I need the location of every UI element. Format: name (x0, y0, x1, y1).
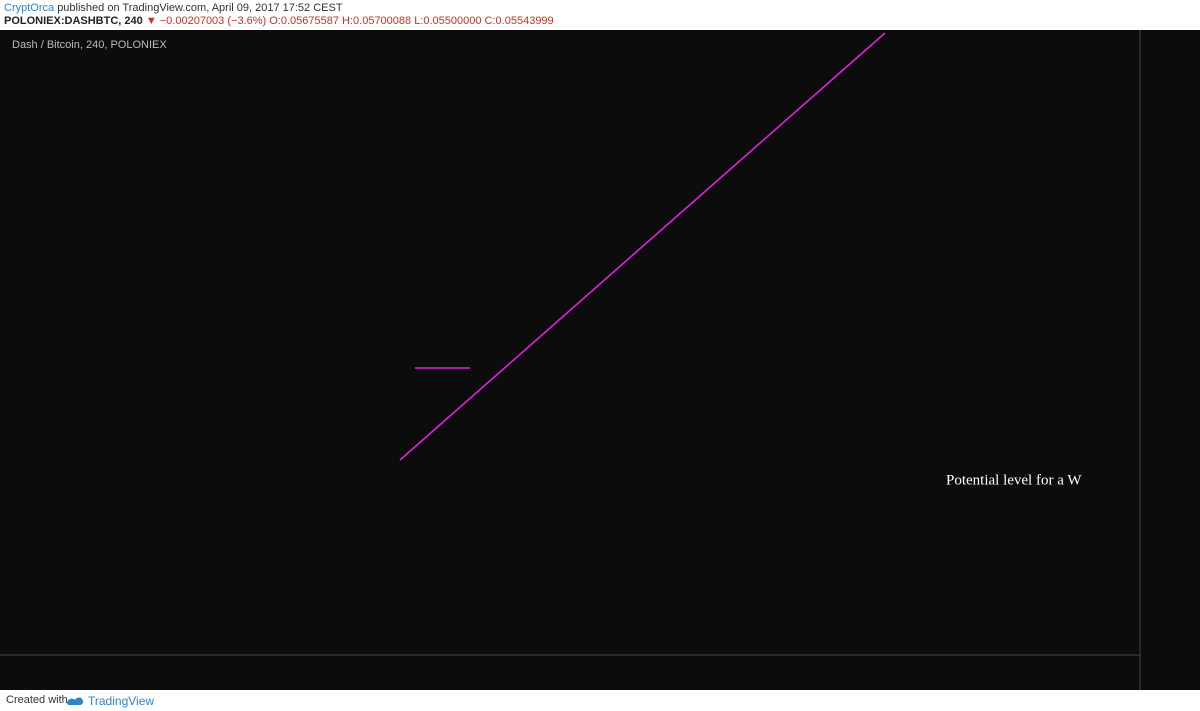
trend-line (399, 32, 886, 461)
annotation: Potential level for a W (946, 472, 1082, 488)
header-line: POLONIEX:DASHBTC, 240 ▼ −0.00207003 (−3.… (4, 15, 554, 27)
chart: Dash / Bitcoin, 240, POLONIEX Potential … (0, 30, 1200, 690)
change: ▼ −0.00207003 (−3.6%) (145, 15, 267, 27)
background (0, 30, 1200, 690)
chart-title: Dash / Bitcoin, 240, POLONIEX (12, 39, 167, 51)
ohlc: O:0.05675587 H:0.05700088 L:0.05500000 C… (269, 15, 554, 27)
author[interactable]: CryptOrca (4, 2, 55, 14)
header-line: CryptOrca published on TradingView.com, … (4, 2, 343, 14)
published: published on TradingView.com, April 09, … (57, 2, 343, 14)
symbol: POLONIEX:DASHBTC, 240 (4, 15, 143, 27)
footer: Created with TradingView (0, 690, 1200, 711)
brand[interactable]: TradingView (88, 694, 155, 708)
logo (67, 697, 83, 705)
created: Created with (6, 694, 68, 706)
header: CryptOrca published on TradingView.com, … (0, 0, 1200, 30)
